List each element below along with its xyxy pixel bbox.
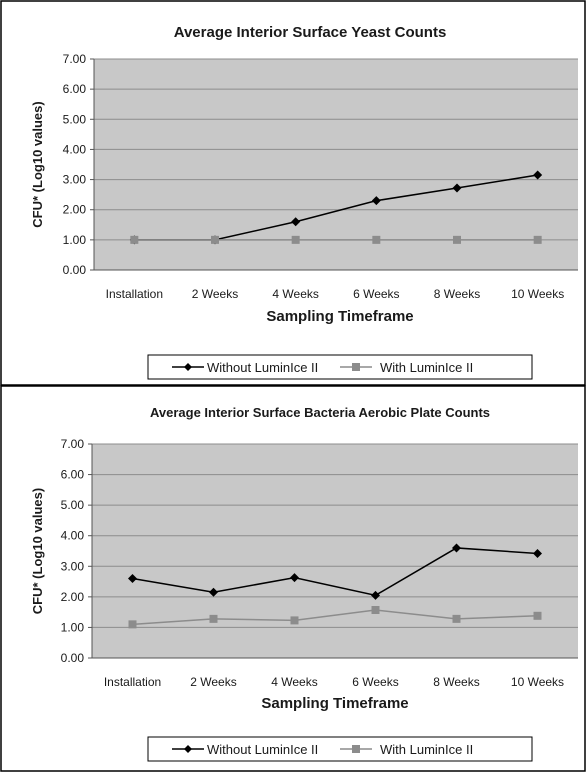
y-tick-label: 2.00: [61, 590, 85, 604]
series-layer: [129, 170, 543, 245]
x-tick-label: 4 Weeks: [272, 287, 318, 301]
x-tick-label: Installation: [106, 287, 163, 301]
legend-marker-diamond: [184, 363, 192, 371]
legend: Without LuminIce II With LuminIce II: [147, 736, 533, 762]
data-point-square: [371, 606, 380, 615]
data-point-diamond: [533, 548, 542, 558]
x-tick-label: 2 Weeks: [192, 287, 238, 301]
x-axis-label: Sampling Timeframe: [266, 308, 413, 325]
y-tick-label: 4.00: [61, 529, 85, 543]
legend: Without LuminIce II With LuminIce II: [147, 354, 533, 380]
bacteria-chart-panel: Average Interior Surface Bacteria Aerobi…: [0, 385, 586, 772]
gridlines: [88, 443, 578, 659]
series-line-with: [132, 609, 538, 626]
x-tick-labels: Installation 2 Weeks 4 Weeks 6 Weeks 8 Weeks…: [104, 675, 564, 689]
data-point-square: [452, 614, 461, 623]
y-tick-label: 0.00: [63, 263, 87, 277]
x-tick-labels: Installation 2 Weeks 4 Weeks 6 Weeks 8 Weeks…: [106, 287, 565, 301]
y-tick-label: 6.00: [61, 468, 85, 482]
data-point-square: [130, 235, 139, 244]
data-point-square: [211, 235, 219, 244]
y-tick-labels: 0.00 1.00 2.00 3.00 4.00 5.00 6.00 7.00: [63, 52, 87, 277]
y-tick-label: 1.00: [61, 620, 85, 634]
x-tick-label: 6 Weeks: [352, 675, 398, 689]
y-tick-label: 4.00: [63, 142, 87, 156]
y-axis-label: CFU* (Log10 values): [30, 488, 45, 614]
data-point-diamond: [533, 170, 543, 180]
series-layer: [128, 543, 542, 629]
y-tick-label: 1.00: [63, 233, 87, 247]
plot-area: [94, 59, 578, 270]
data-point-square: [290, 616, 299, 625]
legend-label-with: With LuminIce II: [380, 742, 473, 757]
y-tick-label: 5.00: [61, 498, 85, 512]
data-point-diamond: [371, 590, 380, 600]
chart-title: Average Interior Surface Yeast Counts: [174, 24, 447, 41]
y-tick-labels: 0.00 1.00 2.00 3.00 4.00 5.00 6.00 7.00: [61, 437, 85, 665]
data-point-diamond: [452, 543, 461, 553]
yeast-chart-panel: Average Interior Surface Yeast Counts 0.…: [0, 0, 586, 386]
legend-marker-square: [352, 363, 360, 371]
data-point-square: [291, 235, 300, 244]
y-tick-label: 6.00: [63, 82, 87, 96]
x-tick-label: 8 Weeks: [434, 287, 480, 301]
y-tick-label: 7.00: [63, 52, 87, 66]
y-tick-label: 3.00: [63, 173, 87, 187]
x-tick-label: 10 Weeks: [511, 675, 564, 689]
data-point-square: [209, 614, 218, 623]
data-point-diamond: [290, 573, 299, 583]
data-point-square: [372, 235, 381, 244]
data-point-square: [453, 235, 461, 244]
data-point-diamond: [209, 587, 218, 597]
x-tick-label: 10 Weeks: [511, 287, 564, 301]
x-tick-label: 8 Weeks: [433, 675, 479, 689]
legend-label-without: Without LuminIce II: [207, 742, 318, 757]
data-point-square: [533, 611, 542, 620]
series-line-without: [132, 547, 538, 597]
y-tick-label: 2.00: [63, 203, 87, 217]
y-tick-label: 3.00: [61, 559, 85, 573]
legend-label-without: Without LuminIce II: [207, 360, 318, 375]
y-axis-label: CFU* (Log10 values): [30, 101, 45, 227]
data-point-diamond: [452, 183, 462, 193]
y-tick-label: 5.00: [63, 112, 87, 126]
x-tick-label: 4 Weeks: [271, 675, 317, 689]
legend-label-with: With LuminIce II: [380, 360, 473, 375]
data-point-square: [533, 235, 542, 244]
x-tick-label: Installation: [104, 675, 161, 689]
gridlines: [90, 58, 578, 271]
y-tick-label: 0.00: [61, 651, 85, 665]
chart-title: Average Interior Surface Bacteria Aerobi…: [150, 405, 490, 420]
data-point-diamond: [291, 217, 301, 227]
x-tick-label: 2 Weeks: [190, 675, 236, 689]
y-tick-label: 7.00: [61, 437, 85, 451]
data-point-diamond: [128, 574, 137, 584]
data-point-diamond: [371, 196, 381, 206]
x-axis-label: Sampling Timeframe: [261, 695, 408, 712]
legend-marker-diamond: [184, 745, 192, 753]
x-tick-label: 6 Weeks: [353, 287, 399, 301]
legend-marker-square: [352, 745, 360, 753]
data-point-square: [128, 620, 137, 629]
